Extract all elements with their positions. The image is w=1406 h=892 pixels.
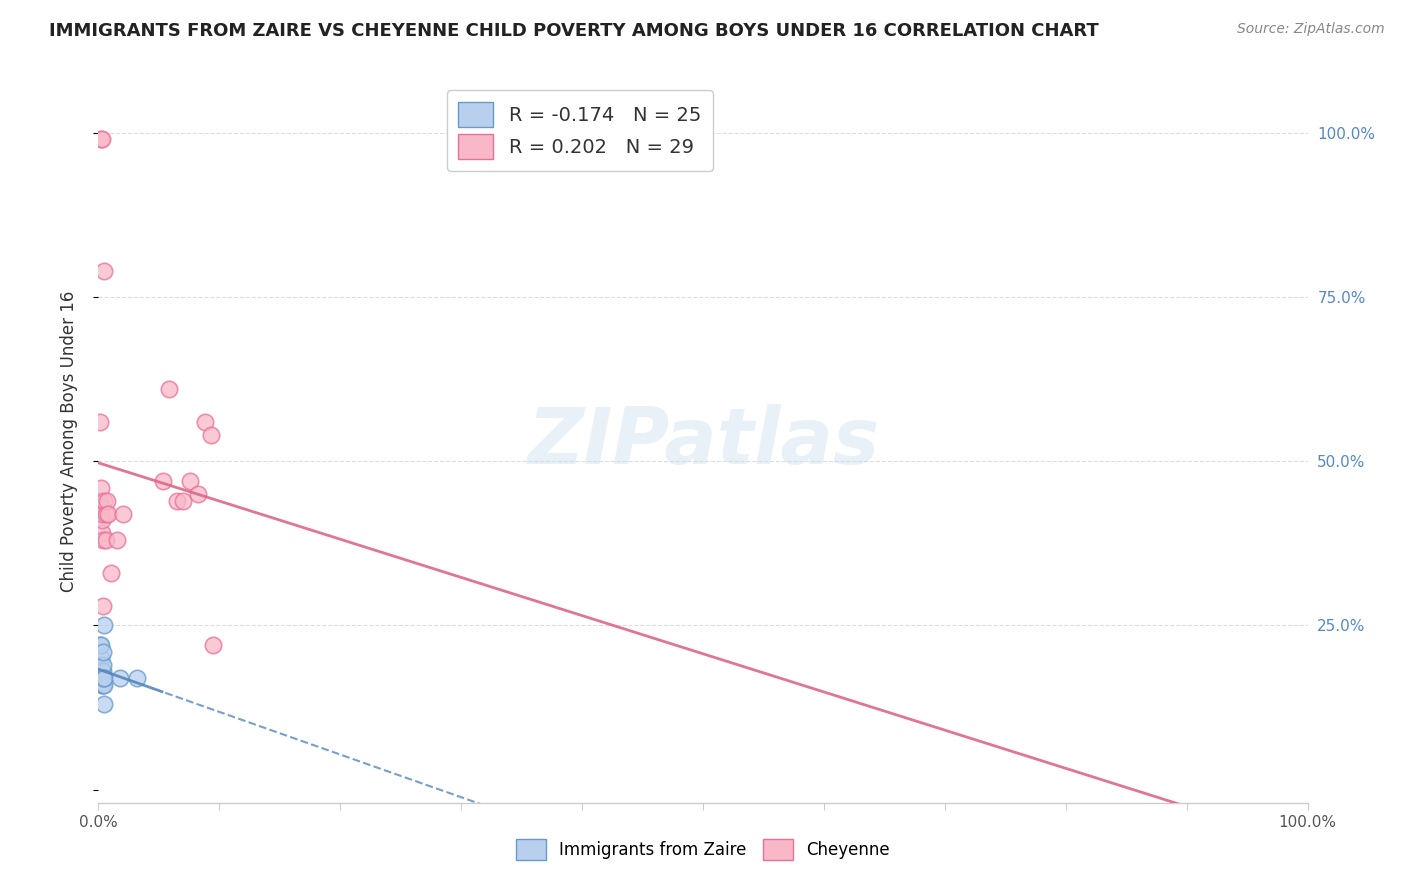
Point [90,481,112,495]
Point [172,493,194,508]
Point [108,671,131,685]
Point [166,493,188,508]
Point [157,382,180,396]
Point [91,645,114,659]
Point [93,618,115,632]
Point [93,677,115,691]
Point [90,651,112,665]
Point [91,671,114,685]
Point [93,671,115,685]
Point [91,513,114,527]
Point [93,264,115,278]
Point [91,671,114,685]
Point [90,132,112,146]
Point [89,493,111,508]
Point [90,500,112,515]
Point [91,665,114,679]
Point [91,671,114,685]
Point [152,474,174,488]
Text: Source: ZipAtlas.com: Source: ZipAtlas.com [1237,22,1385,37]
Point [202,638,225,652]
Point [93,493,115,508]
Point [91,599,114,613]
Point [91,677,114,691]
Point [91,665,114,679]
Legend: Immigrants from Zaire, Cheyenne: Immigrants from Zaire, Cheyenne [509,832,897,867]
Point [94,533,117,547]
Point [194,415,217,429]
Point [91,657,114,672]
Point [93,671,115,685]
Point [91,671,114,685]
Point [90,638,112,652]
Point [127,671,149,685]
Point [93,698,115,712]
Point [91,665,114,679]
Point [97,507,120,521]
Point [105,533,128,547]
Point [91,507,114,521]
Point [89,415,111,429]
Point [179,474,201,488]
Point [91,671,114,685]
Point [89,657,111,672]
Point [111,507,134,521]
Point [187,487,209,501]
Y-axis label: Child Poverty Among Boys Under 16: Child Poverty Among Boys Under 16 [59,291,77,592]
Point [96,493,118,508]
Point [91,526,114,541]
Point [91,671,114,685]
Point [91,132,114,146]
Point [91,671,114,685]
Point [89,638,111,652]
Text: ZIPatlas: ZIPatlas [527,403,879,480]
Point [91,533,114,547]
Point [94,507,117,521]
Point [200,428,222,442]
Text: IMMIGRANTS FROM ZAIRE VS CHEYENNE CHILD POVERTY AMONG BOYS UNDER 16 CORRELATION : IMMIGRANTS FROM ZAIRE VS CHEYENNE CHILD … [49,22,1099,40]
Point [100,566,122,580]
Point [91,677,114,691]
